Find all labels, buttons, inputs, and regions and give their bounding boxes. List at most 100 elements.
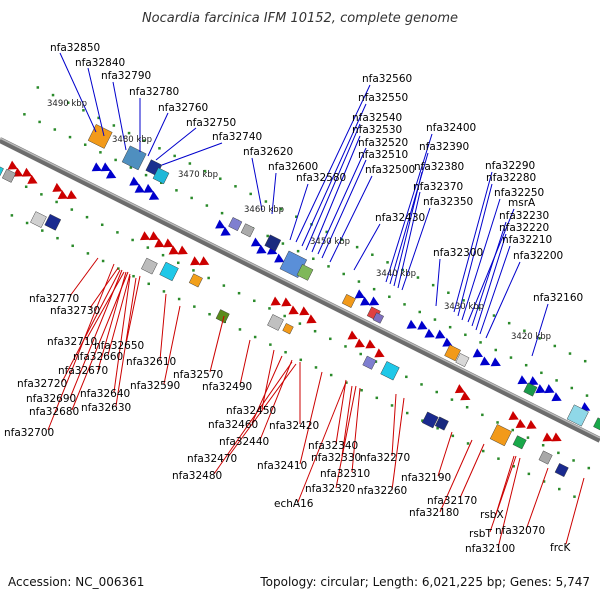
forward-gene-arrow <box>360 296 371 306</box>
gene-label[interactable]: nfa32450 <box>226 405 276 417</box>
gene-label[interactable]: nfa32400 <box>426 122 476 134</box>
track-dot <box>435 390 438 394</box>
forward-gene-arrow <box>368 296 380 306</box>
track-dot <box>238 328 242 331</box>
gene-label[interactable]: nfa32610 <box>126 356 176 368</box>
gene-label[interactable]: nfa32650 <box>94 340 144 352</box>
leader-line <box>147 112 169 157</box>
gene-label[interactable]: nfa32700 <box>4 427 54 439</box>
gene-label[interactable]: nfa32730 <box>50 305 100 317</box>
track-dot <box>41 229 44 232</box>
gene-label[interactable]: nfa32770 <box>29 293 79 305</box>
gene-label[interactable]: nfa32680 <box>29 406 79 418</box>
gene-label[interactable]: nfa32560 <box>362 73 412 85</box>
gene-label[interactable]: nfa32290 <box>485 160 535 172</box>
leader-line <box>85 271 125 341</box>
gene-label[interactable]: nfa32310 <box>320 468 370 480</box>
track-dot <box>375 396 379 400</box>
gene-label[interactable]: nfa32740 <box>212 131 262 143</box>
kbp-label: 3460 kbp <box>244 205 284 215</box>
gene-label[interactable]: nfa32640 <box>80 388 130 400</box>
gene-label[interactable]: nfa32720 <box>17 378 67 390</box>
track-dot <box>219 177 222 180</box>
leader-line <box>393 171 423 287</box>
gene-label[interactable]: nfa32340 <box>308 440 358 452</box>
track-dot <box>249 192 252 196</box>
gene-label[interactable]: nfa32530 <box>352 124 402 136</box>
gene-label[interactable]: nfa32490 <box>202 381 252 393</box>
gene-label[interactable]: nfa32780 <box>129 86 179 98</box>
gene-label[interactable]: nfa32230 <box>499 210 549 222</box>
track-dot <box>359 352 362 356</box>
gene-label[interactable]: nfa32520 <box>358 137 408 149</box>
gene-label[interactable]: nfa32330 <box>311 452 361 464</box>
gene-label[interactable]: nfa32620 <box>243 146 293 158</box>
gene-label[interactable]: nfa32370 <box>413 181 463 193</box>
track-dot <box>314 366 318 369</box>
gene-label[interactable]: nfa32840 <box>75 57 125 69</box>
gene-label[interactable]: nfa32480 <box>172 470 222 482</box>
leader-line <box>525 467 549 531</box>
gene-label[interactable]: rsbT <box>469 528 492 540</box>
gene-label[interactable]: echA16 <box>274 498 314 510</box>
track-dot <box>175 189 178 192</box>
gene-label[interactable]: nfa32570 <box>173 369 223 381</box>
gene-label[interactable]: nfa32760 <box>158 102 208 114</box>
gene-label[interactable]: nfa32320 <box>305 483 355 495</box>
gene-label[interactable]: nfa32600 <box>268 161 318 173</box>
gene-label[interactable]: nfa32210 <box>502 234 552 246</box>
gene-label[interactable]: nfa32470 <box>187 453 237 465</box>
gene-label[interactable]: nfa32170 <box>427 495 477 507</box>
gene-label[interactable]: nfa32200 <box>513 250 563 262</box>
gene-label[interactable]: nfa32590 <box>130 380 180 392</box>
gene-label[interactable]: nfa32180 <box>409 507 459 519</box>
gene-label[interactable]: nfa32420 <box>269 420 319 432</box>
gene-label[interactable]: nfa32390 <box>419 141 469 153</box>
gene-label[interactable]: nfa32260 <box>357 485 407 497</box>
track-dot <box>312 257 315 261</box>
leader-line <box>213 361 293 475</box>
gene-label[interactable]: nfa32410 <box>257 460 307 472</box>
gene-label[interactable]: nfa32850 <box>50 42 100 54</box>
feature-box <box>421 411 439 429</box>
gene-label[interactable]: nfa32460 <box>208 419 258 431</box>
gene-label[interactable]: nfa32070 <box>495 525 545 537</box>
gene-label[interactable]: nfa32160 <box>533 292 583 304</box>
gene-label[interactable]: nfa32250 <box>494 187 544 199</box>
gene-label[interactable]: nfa32100 <box>465 543 515 555</box>
gene-label[interactable]: nfa32280 <box>486 172 536 184</box>
gene-label[interactable]: nfa32710 <box>47 336 97 348</box>
gene-label[interactable]: nfa32350 <box>423 196 473 208</box>
gene-label[interactable]: msrA <box>508 197 536 209</box>
gene-label[interactable]: nfa32790 <box>101 70 151 82</box>
track-dot <box>481 413 484 417</box>
gene-label[interactable]: nfa32510 <box>358 149 408 161</box>
track-dot <box>82 109 85 112</box>
leader-line <box>112 81 127 151</box>
gene-label[interactable]: nfa32660 <box>73 351 123 363</box>
gene-label[interactable]: nfa32300 <box>433 247 483 259</box>
gene-label[interactable]: frcK <box>550 542 572 554</box>
gene-label[interactable]: rsbX <box>480 509 504 521</box>
gene-label[interactable]: nfa32220 <box>499 222 549 234</box>
track-dot <box>56 236 59 240</box>
gene-label[interactable]: nfa32380 <box>414 161 464 173</box>
track-dot <box>296 249 300 253</box>
gene-label[interactable]: nfa32190 <box>401 472 451 484</box>
leader-line <box>209 315 225 373</box>
feature-box <box>228 217 243 232</box>
gene-label[interactable]: nfa32540 <box>352 112 402 124</box>
track-dot <box>38 120 41 124</box>
gene-label[interactable]: nfa32550 <box>358 92 408 104</box>
gene-label[interactable]: nfa32500 <box>365 164 415 176</box>
feature-box <box>1 168 16 183</box>
gene-label[interactable]: nfa32440 <box>219 436 269 448</box>
gene-label[interactable]: nfa32750 <box>186 117 236 129</box>
gene-label[interactable]: nfa32580 <box>296 172 346 184</box>
gene-label[interactable]: nfa32630 <box>81 402 131 414</box>
gene-label[interactable]: nfa32690 <box>26 393 76 405</box>
gene-label[interactable]: nfa32270 <box>360 452 410 464</box>
gene-label[interactable]: nfa32430 <box>375 212 425 224</box>
feature-tracks <box>0 86 600 498</box>
gene-label[interactable]: nfa32670 <box>58 365 108 377</box>
